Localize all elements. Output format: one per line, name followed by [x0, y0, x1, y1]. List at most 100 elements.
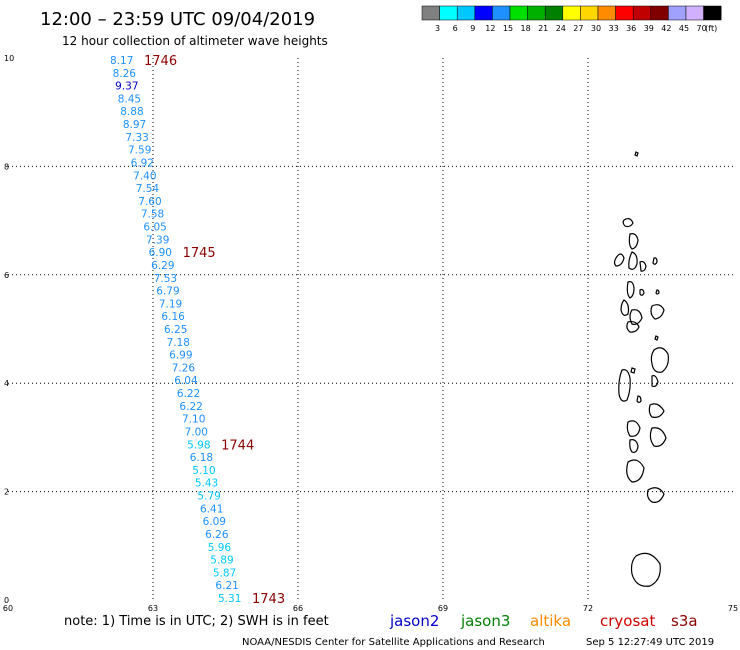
footer-credit: NOAA/NESDIS Center for Satellite Applica…: [242, 637, 545, 648]
satellite-name: jason3: [460, 612, 510, 630]
wave-height-value: 5.10: [192, 465, 215, 477]
wave-height-value: 8.45: [118, 93, 141, 105]
wave-height-value: 5.43: [195, 478, 218, 490]
x-tick-label: 63: [148, 604, 158, 613]
legend-swatch: [650, 5, 669, 21]
wave-height-value: 7.19: [159, 298, 182, 310]
wave-height-value: 6.09: [203, 516, 226, 528]
wave-height-value: 6.21: [215, 580, 238, 592]
color-legend: 3 6 9 12 15 18 21 24 27 30 33 36 39 42 45 70(ft): [421, 5, 722, 33]
legend-swatch: [668, 5, 687, 21]
legend-label: 15: [503, 24, 513, 33]
wave-height-value: 6.04: [174, 375, 198, 387]
wave-height-value: 8.17: [110, 55, 133, 67]
y-tick-label: 2: [4, 488, 9, 497]
page-title: 12:00 – 23:59 UTC 09/04/2019: [40, 9, 315, 30]
wave-height-value: 8.88: [120, 106, 143, 118]
wave-height-value: 7.00: [185, 426, 208, 438]
footer-note: note: 1) Time is in UTC; 2) SWH is in fe…: [64, 614, 329, 629]
legend-swatch: [685, 5, 704, 21]
satellite-name: altika: [530, 612, 571, 630]
legend-swatch: [456, 5, 476, 21]
legend-swatch: [703, 5, 722, 21]
y-tick-label: 4: [4, 379, 9, 388]
x-tick-label: 60: [3, 604, 13, 613]
wave-height-value: 6.25: [164, 324, 187, 336]
x-tick-label: 72: [583, 604, 593, 613]
legend-label: 3: [435, 24, 440, 33]
legend-swatch: [527, 5, 546, 21]
legend-label: (ft): [705, 24, 717, 33]
axis-ticks: 60 63 66 69 72 75 10 8 6 4 2 0: [3, 54, 738, 613]
track-time-label: 1743: [252, 592, 285, 607]
legend-swatch: [421, 5, 440, 21]
wave-height-value: 7.60: [138, 196, 161, 208]
track-time-label: 1744: [221, 438, 254, 453]
legend-label: 30: [591, 24, 601, 33]
wave-height-value: 7.40: [133, 170, 156, 182]
wave-height-value: 5.87: [213, 567, 236, 579]
legend-label: 45: [679, 24, 689, 33]
legend-label: 33: [609, 24, 619, 33]
wave-height-value: 8.26: [113, 68, 137, 80]
legend-swatch: [492, 5, 511, 21]
wave-height-value: 5.98: [187, 439, 210, 451]
wave-height-value: 6.90: [149, 247, 172, 259]
y-tick-label: 6: [4, 271, 9, 280]
map-grid: [8, 58, 733, 600]
legend-swatch: [632, 5, 652, 21]
x-tick-label: 66: [293, 604, 303, 613]
track-time-label: 1745: [183, 246, 216, 261]
legend-label: 12: [485, 24, 495, 33]
legend-label: 24: [556, 24, 566, 33]
wave-height-value: 5.89: [210, 555, 233, 567]
legend-label: 39: [644, 24, 654, 33]
wave-height-value: 6.92: [131, 157, 154, 169]
maldives-coastline: [613, 151, 669, 587]
legend-swatch: [544, 5, 564, 21]
footer-timestamp: Sep 5 12:27:49 UTC 2019: [586, 637, 714, 648]
wave-height-value: 5.96: [208, 542, 232, 554]
y-tick-label: 0: [4, 596, 9, 605]
wave-height-value: 7.33: [125, 132, 148, 144]
legend-label: 18: [521, 24, 531, 33]
wave-height-value: 9.37: [115, 81, 138, 93]
wave-height-value: 6.79: [156, 286, 179, 298]
wave-height-value: 6.29: [151, 260, 174, 272]
legend-label: 9: [470, 24, 475, 33]
wave-height-value: 6.41: [200, 503, 223, 515]
wave-height-value: 7.39: [146, 234, 169, 246]
satellite-name: jason2: [389, 612, 439, 630]
wave-height-value: 6.22: [179, 401, 202, 413]
legend-swatch: [562, 5, 581, 21]
satellite-name: s3a: [671, 612, 698, 630]
legend-swatch: [509, 5, 528, 21]
wave-height-value: 7.58: [141, 209, 164, 221]
wave-height-value: 7.53: [154, 273, 177, 285]
track-time-label: 1746: [144, 54, 177, 69]
wave-height-value: 6.26: [205, 529, 229, 541]
wave-height-value: 6.05: [143, 222, 166, 234]
x-tick-label: 75: [728, 604, 738, 613]
legend-label: 21: [538, 24, 548, 33]
y-tick-label: 10: [4, 54, 14, 63]
wave-height-value: 7.59: [128, 145, 151, 157]
legend-swatch: [597, 5, 616, 21]
legend-label: 6: [453, 24, 458, 33]
wave-height-value: 7.54: [136, 183, 160, 195]
wave-height-value: 5.79: [197, 491, 220, 503]
legend-swatch: [615, 5, 634, 21]
wave-height-value: 6.22: [177, 388, 200, 400]
y-tick-label: 8: [4, 162, 9, 171]
wave-height-value: 7.18: [167, 337, 190, 349]
satellite-legend: jason2 jason3 altika cryosat s3a: [389, 612, 698, 630]
page-subtitle: 12 hour collection of altimeter wave hei…: [62, 34, 328, 48]
wave-height-value: 7.26: [172, 362, 196, 374]
wave-height-value: 5.31: [218, 593, 241, 605]
altimeter-track: 8.178.269.378.458.888.977.337.596.927.40…: [110, 54, 285, 607]
x-tick-label: 69: [438, 604, 448, 613]
legend-label: 36: [626, 24, 636, 33]
legend-swatch: [439, 5, 458, 21]
legend-swatch: [580, 5, 599, 21]
